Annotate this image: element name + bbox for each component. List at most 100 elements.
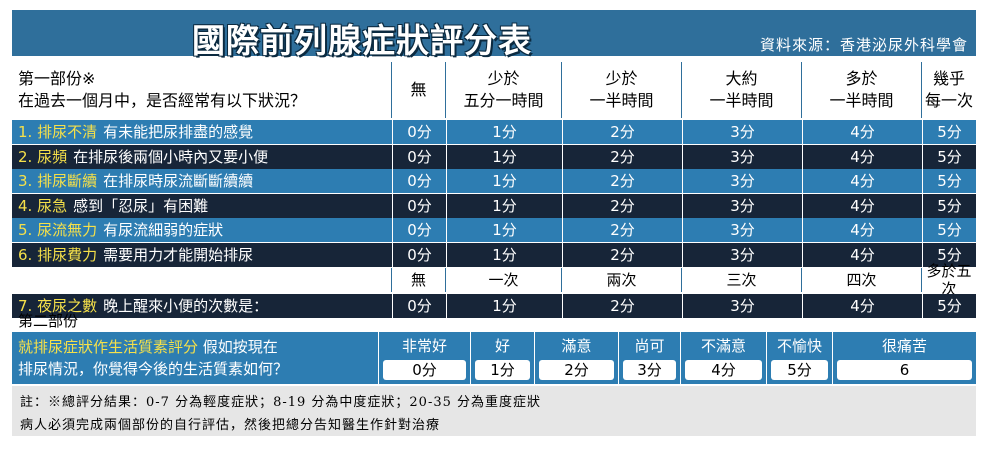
symptom-description: 需要用力才能開始排尿 xyxy=(103,246,254,264)
nocturia-column-header: 多於五次 xyxy=(926,262,972,298)
qol-option-label: 尚可 xyxy=(634,337,665,355)
column-header: 無 xyxy=(392,62,446,118)
score-cell: 2分 xyxy=(562,218,682,243)
score-cell: 0分 xyxy=(392,243,446,267)
symptom-row: 6. 排尿費力 需要用力才能開始排尿 0分 1分 2分 3分 4分 5分 xyxy=(12,243,976,267)
nocturia-column-header: 一次 xyxy=(446,268,562,292)
score-cell: 4分 xyxy=(802,243,922,267)
qol-label-rest2: 排尿情況，你覺得今後的生活質素如何？ xyxy=(18,360,289,378)
score-cell: 4分 xyxy=(802,144,922,169)
symptom-row: 5. 尿流無力 有尿流細弱的症狀 0分 1分 2分 3分 4分 5分 xyxy=(12,218,976,243)
score-cell: 5分 xyxy=(922,169,976,194)
qol-option-label: 不滿意 xyxy=(700,337,746,355)
score-cell: 5分 xyxy=(922,193,976,218)
qol-option: 很痛苦 6 xyxy=(832,332,976,384)
ipss-table: 國際前列腺症狀評分表 資料來源：香港泌尿外科學會 第一部份※ 在過去一個月中，是… xyxy=(12,10,976,436)
qol-option: 不滿意 4分 xyxy=(680,332,766,384)
score-cell: 0分 xyxy=(392,120,446,144)
column-header-line: 少於 xyxy=(487,69,520,88)
qol-option: 不愉快 5分 xyxy=(766,332,832,384)
symptom-label: 4. 尿急 感到「忍尿」有困難 xyxy=(12,194,392,218)
score-cell: 3分 xyxy=(682,218,802,243)
symptom-key: 4. 尿急 xyxy=(18,196,68,215)
symptom-label: 2. 尿頻 在排尿後兩個小時內又要小便 xyxy=(12,145,392,169)
symptom-key: 3. 排尿斷續 xyxy=(18,172,98,191)
column-header-line: 多於 xyxy=(845,69,878,88)
qol-option-score: 1分 xyxy=(475,360,530,380)
header-bar: 國際前列腺症狀評分表 資料來源：香港泌尿外科學會 xyxy=(12,10,976,60)
column-header: 多於 一半時間 xyxy=(802,62,922,118)
symptom-row: 2. 尿頻 在排尿後兩個小時內又要小便 0分 1分 2分 3分 4分 5分 xyxy=(12,144,976,169)
column-header-line: 無 xyxy=(410,80,427,99)
column-header-line: 一半時間 xyxy=(829,91,894,110)
part1-header-row: 第一部份※ 在過去一個月中，是否經常有以下狀況？ 無 少於五分一時間 少於 一半時… xyxy=(12,62,976,118)
symptom-label: 7. 夜尿之數 晚上醒來小便的次數是： xyxy=(12,294,392,318)
nocturia-column-header: 三次 xyxy=(682,268,802,292)
qol-option-score: 6 xyxy=(837,360,972,380)
score-cell: 2分 xyxy=(562,120,682,144)
symptom-description: 在排尿後兩個小時內又要小便 xyxy=(73,147,269,166)
score-cell: 3分 xyxy=(682,169,802,194)
score-cell: 5分 xyxy=(922,243,976,267)
score-cell: 0分 xyxy=(392,169,446,194)
score-cell: 2分 xyxy=(562,243,682,267)
part1-question: 在過去一個月中，是否經常有以下狀況？ xyxy=(18,91,307,110)
qol-option: 好 1分 xyxy=(470,332,534,384)
score-cell: 3分 xyxy=(682,294,802,318)
symptom-row: 1. 排尿不清 有未能把尿排盡的感覺 0分 1分 2分 3分 4分 5分 xyxy=(12,120,976,144)
nocturia-column-header: 無 xyxy=(392,268,446,292)
column-header: 幾乎 每一次 xyxy=(922,62,976,118)
qol-option-label: 非常好 xyxy=(401,337,447,355)
score-cell: 5分 xyxy=(922,120,976,144)
source-credit: 資料來源：香港泌尿外科學會 xyxy=(759,36,968,54)
symptom-key: 6. 排尿費力 xyxy=(18,246,98,264)
symptom-description: 在排尿時尿流斷斷續續 xyxy=(103,172,254,191)
score-cell: 1分 xyxy=(446,120,562,144)
quality-of-life-row: 就排尿症狀作生活質素評分 假如按現在 排尿情況，你覺得今後的生活質素如何？ 非常… xyxy=(12,332,976,384)
qol-option: 滿意 2分 xyxy=(534,332,618,384)
symptom-label: 3. 排尿斷續 在排尿時尿流斷斷續續 xyxy=(12,169,392,193)
footnote-line-1: 註：※總評分結果：0-7 分為輕度症狀；8-19 分為中度症狀；20-35 分為… xyxy=(20,395,542,410)
page-title: 國際前列腺症狀評分表 xyxy=(192,21,532,60)
symptom-row: 4. 尿急 感到「忍尿」有困難 0分 1分 2分 3分 4分 5分 xyxy=(12,193,976,218)
score-cell: 0分 xyxy=(392,218,446,243)
qol-option-label: 不愉快 xyxy=(776,337,822,355)
symptom-label: 5. 尿流無力 有尿流細弱的症狀 xyxy=(12,218,392,242)
qol-option-label: 滿意 xyxy=(561,337,592,355)
score-cell: 2分 xyxy=(562,144,682,169)
qol-label-rest1: 假如按現在 xyxy=(202,338,278,356)
column-header: 少於 五分一時間 xyxy=(446,62,562,118)
qol-option-label: 好 xyxy=(494,337,510,355)
column-header: 少於 一半時間 xyxy=(562,62,682,118)
qol-option-score: 3分 xyxy=(623,360,676,380)
nocturia-column-header: 四次 xyxy=(802,268,922,292)
symptom-label: 6. 排尿費力 需要用力才能開始排尿 xyxy=(12,243,392,267)
score-cell: 4分 xyxy=(802,294,922,318)
column-header-line: 一半時間 xyxy=(589,91,654,110)
nocturia-header-row: 無 一次 兩次 三次 四次 多於五次 xyxy=(12,262,976,298)
symptom-description: 感到「忍尿」有困難 xyxy=(73,196,209,215)
qol-option: 非常好 0分 xyxy=(378,332,470,384)
qol-option-score: 5分 xyxy=(771,360,828,380)
score-cell: 4分 xyxy=(802,169,922,194)
column-header-line: 五分一時間 xyxy=(463,91,544,110)
score-cell: 4分 xyxy=(802,193,922,218)
symptom-label: 1. 排尿不清 有未能把尿排盡的感覺 xyxy=(12,120,392,144)
score-cell: 0分 xyxy=(392,294,446,318)
symptom-key: 2. 尿頻 xyxy=(18,147,68,166)
score-cell: 0分 xyxy=(392,193,446,218)
score-cell: 1分 xyxy=(446,294,562,318)
score-cell: 0分 xyxy=(392,144,446,169)
qol-option-label: 很痛苦 xyxy=(881,337,927,355)
qol-option-score: 0分 xyxy=(383,360,466,380)
qol-option-score: 4分 xyxy=(685,360,762,380)
score-cell: 1分 xyxy=(446,169,562,194)
symptom-description: 有未能把尿排盡的感覺 xyxy=(103,123,254,141)
score-cell: 5分 xyxy=(922,294,976,318)
score-cell: 1分 xyxy=(446,243,562,267)
score-cell: 5分 xyxy=(922,218,976,243)
part1-intro: 第一部份※ 在過去一個月中，是否經常有以下狀況？ xyxy=(12,62,392,118)
qol-option: 尚可 3分 xyxy=(618,332,680,384)
score-cell: 4分 xyxy=(802,120,922,144)
score-cell: 1分 xyxy=(446,144,562,169)
